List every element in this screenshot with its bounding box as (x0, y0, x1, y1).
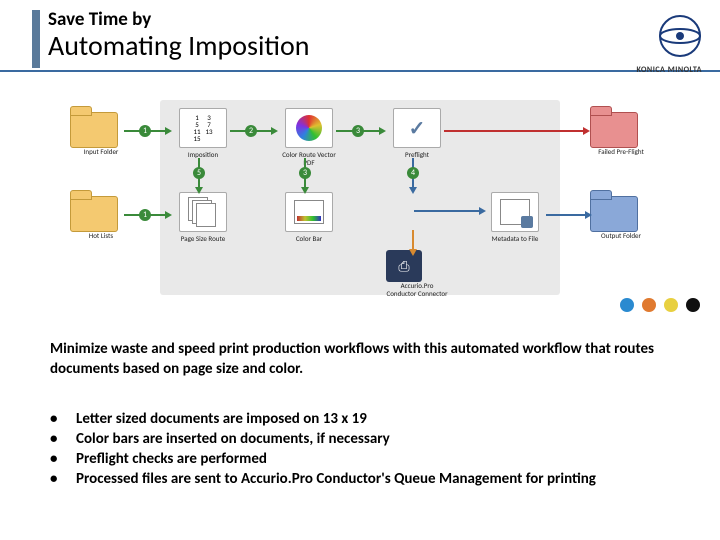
bullet-marker: • (50, 430, 58, 448)
bullet-marker: • (50, 450, 58, 468)
node-output: Output Folder (590, 196, 652, 240)
node-input_folder: Input Folder (70, 112, 132, 156)
node-metadata: Metadata to File (484, 192, 546, 243)
bullet-marker: • (50, 410, 58, 428)
node-failed: Failed Pre-Flight (590, 112, 652, 156)
dot-3 (664, 298, 678, 312)
slide-header: Save Time by Automating Imposition KONIC… (0, 0, 720, 60)
dot-4 (686, 298, 700, 312)
node-label: Failed Pre-Flight (590, 148, 652, 156)
dot-1 (620, 298, 634, 312)
arrow: 1 (124, 214, 166, 216)
arrow (444, 130, 584, 132)
brand-block: KONICA MINOLTA (636, 14, 702, 75)
node-label: Color Route Vector PDF (278, 151, 340, 166)
node-label: Input Folder (70, 148, 132, 156)
arrow: 1 (124, 130, 166, 132)
node-page_size: Page Size Route (172, 192, 234, 243)
node-label: Accurio.Pro Conductor Connector (386, 282, 448, 297)
body-paragraph: Minimize waste and speed print productio… (50, 340, 680, 379)
node-label: Color Bar (278, 235, 340, 243)
node-imposition: 1357111315Imposition (172, 108, 234, 159)
arrow (414, 210, 480, 212)
node-label: Page Size Route (172, 235, 234, 243)
arrow: 3 (336, 130, 380, 132)
bullet-text: Letter sized documents are imposed on 13… (76, 410, 367, 428)
brand-text: KONICA MINOLTA (636, 65, 702, 75)
bullet-text: Preflight checks are performed (76, 450, 267, 468)
arrow: 2 (230, 130, 272, 132)
arrow: 3 (304, 158, 306, 188)
bullet-text: Processed files are sent to Accurio.Pro … (76, 470, 596, 488)
arrow: 5 (198, 158, 200, 188)
brand-logo-icon (658, 14, 702, 58)
title-line-2: Automating Imposition (48, 31, 720, 60)
bullet-list: • Letter sized documents are imposed on 1… (50, 410, 690, 490)
workflow-diagram: Input Folder Hot Lists 1357111315Impositio… (60, 100, 660, 320)
node-label: Hot Lists (70, 232, 132, 240)
bullet-row: • Preflight checks are performed (50, 450, 690, 468)
node-label: Metadata to File (484, 235, 546, 243)
bullet-row: • Letter sized documents are imposed on 1… (50, 410, 690, 428)
dot-2 (642, 298, 656, 312)
title-block: Save Time by Automating Imposition (48, 8, 720, 60)
node-hotlists: Hot Lists (70, 196, 132, 240)
node-preflight: ✓Preflight (386, 108, 448, 159)
node-label: Output Folder (590, 232, 652, 240)
arrow (412, 230, 414, 250)
bullet-marker: • (50, 470, 58, 488)
bullet-text: Color bars are inserted on documents, if… (76, 430, 390, 448)
legend-dots (620, 298, 700, 312)
node-accurio: ⎙Accurio.Pro Conductor Connector (386, 250, 448, 297)
bullet-row: • Processed files are sent to Accurio.Pro… (50, 470, 690, 488)
header-accent-bar (32, 10, 40, 68)
node-colorbar: Color Bar (278, 192, 340, 243)
node-label: Preflight (386, 151, 448, 159)
node-colorroute: Color Route Vector PDF (278, 108, 340, 166)
node-label: Imposition (172, 151, 234, 159)
arrow: 4 (412, 158, 414, 188)
arrow (546, 214, 586, 216)
header-rule (0, 70, 720, 72)
bullet-row: • Color bars are inserted on documents, i… (50, 430, 690, 448)
